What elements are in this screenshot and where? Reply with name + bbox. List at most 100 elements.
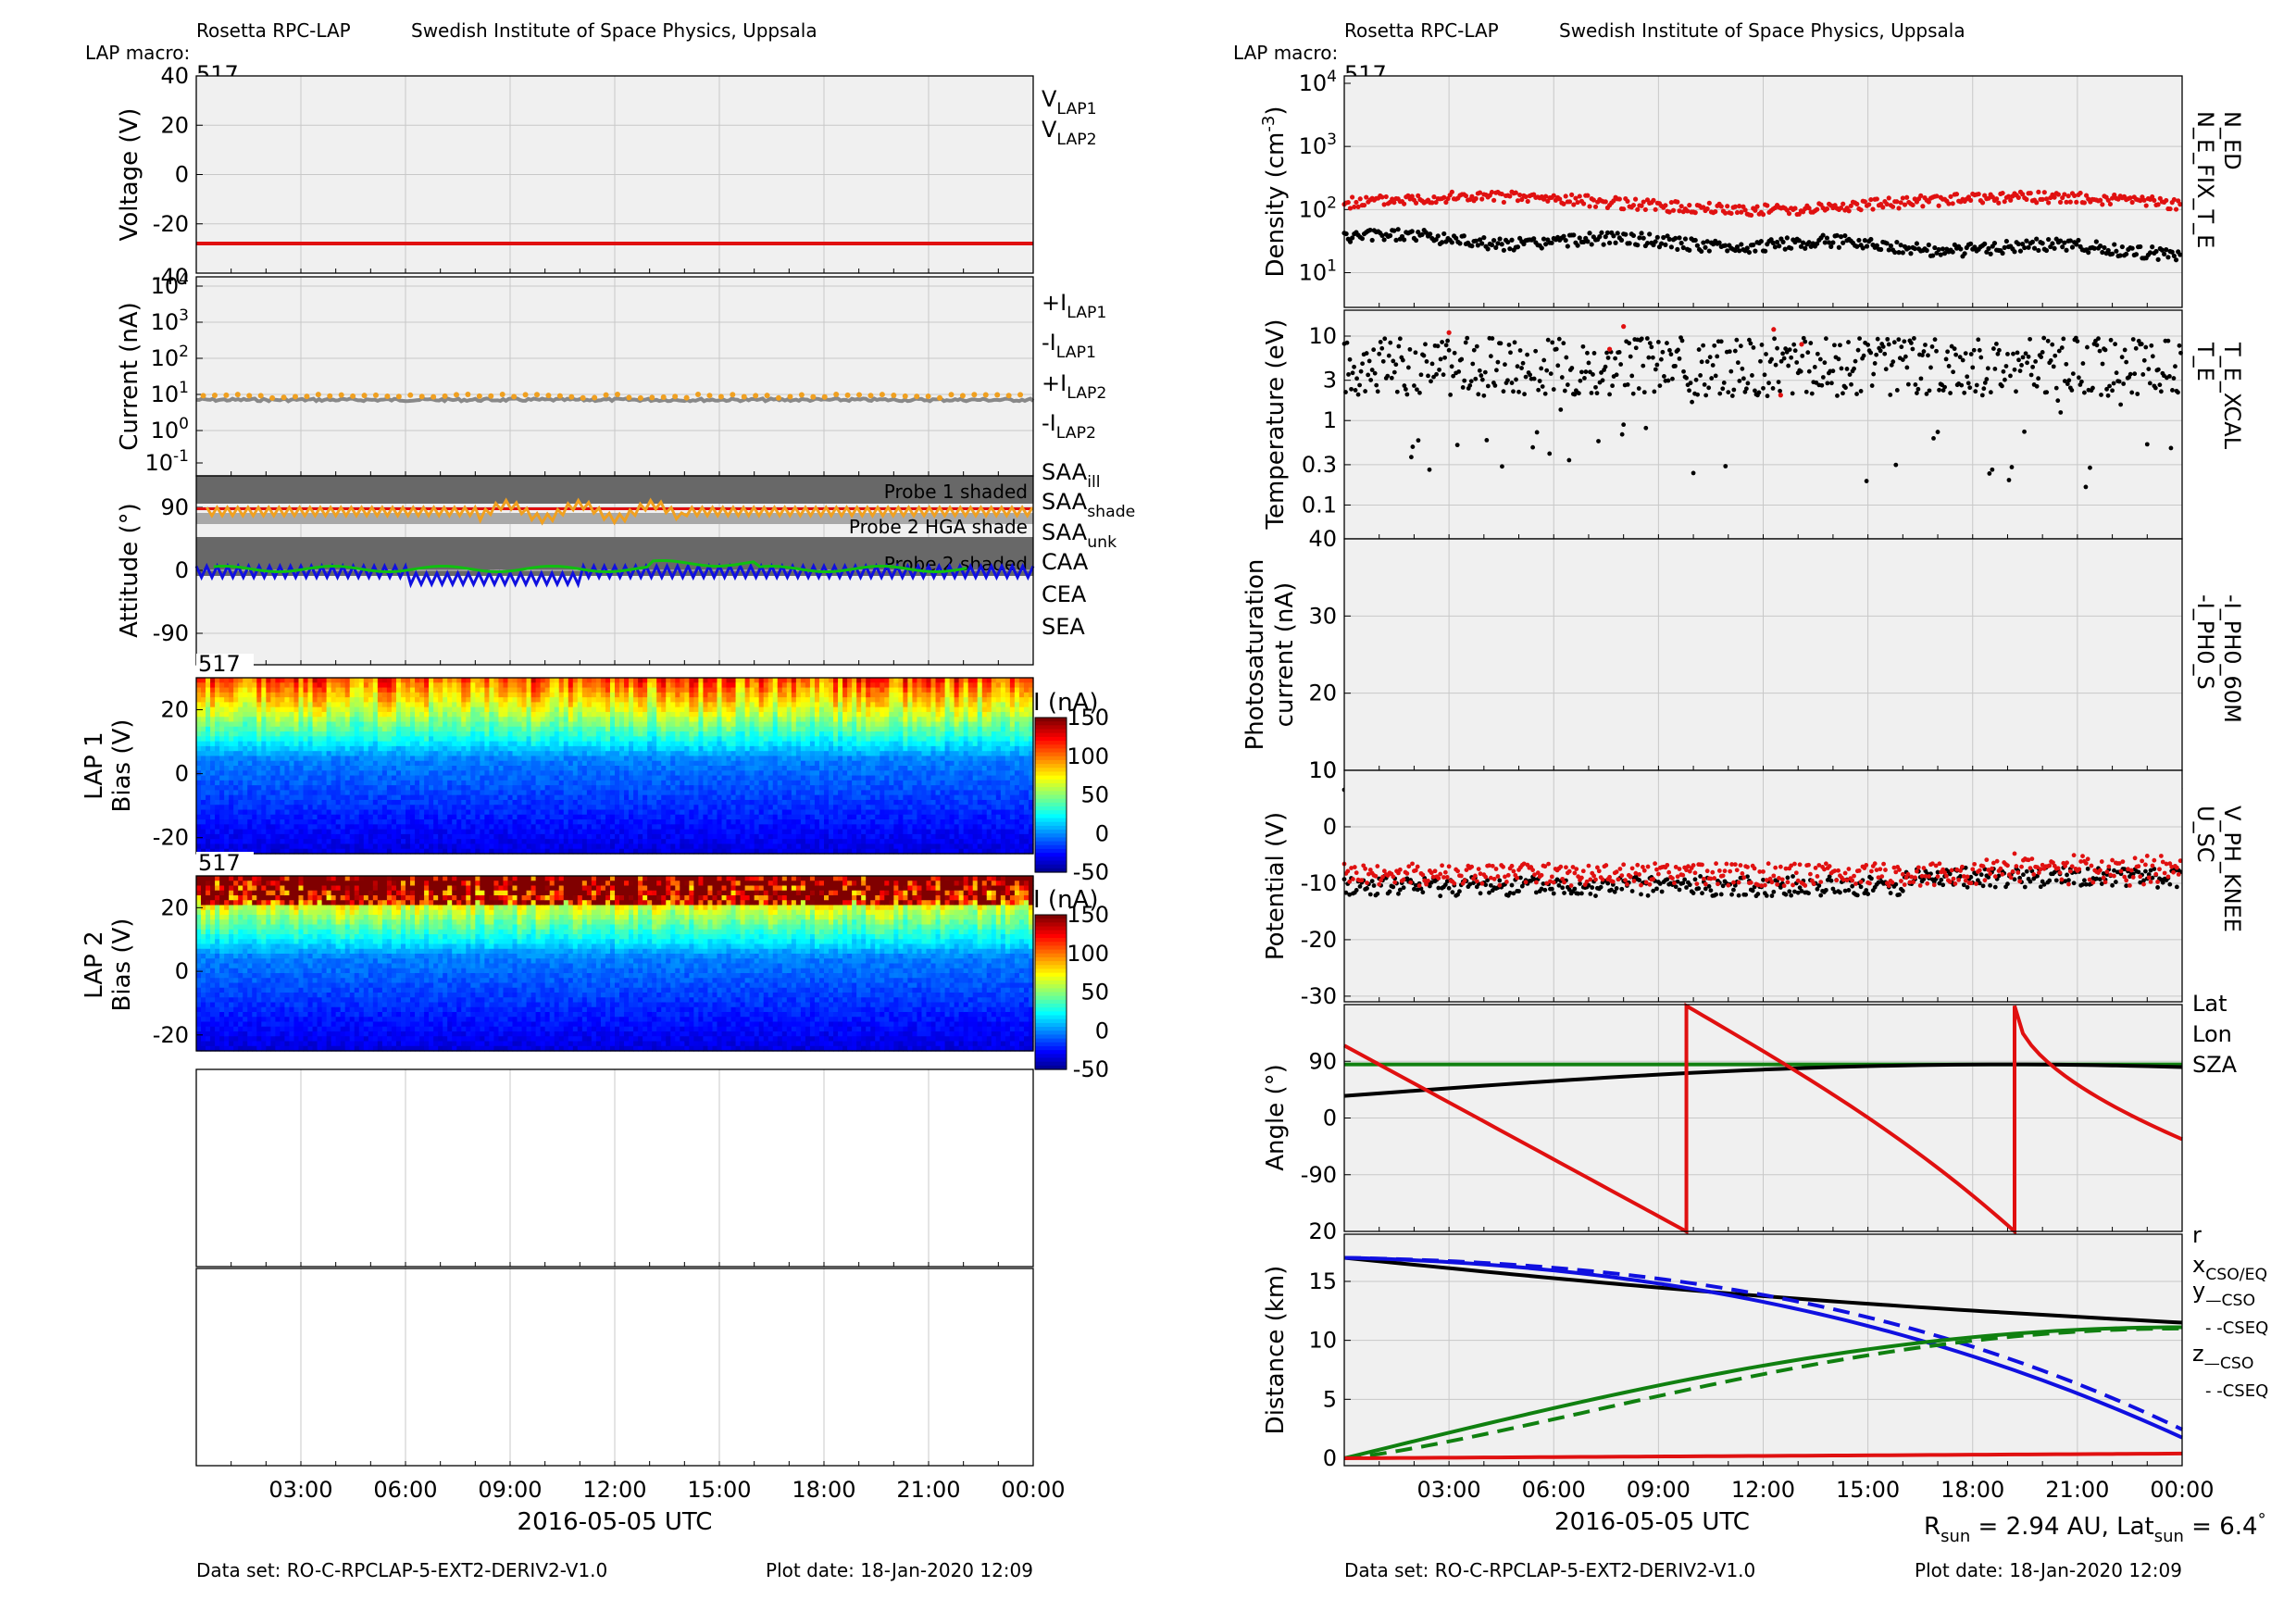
heatmap-cell	[243, 766, 248, 771]
heatmap-cell	[233, 726, 239, 732]
heatmap-cell	[633, 799, 639, 806]
heatmap-cell	[307, 751, 314, 757]
heatmap-cell	[480, 848, 485, 855]
heatmap-cell	[238, 785, 243, 791]
heatmap-cell	[303, 780, 309, 786]
heatmap-cell	[335, 745, 342, 752]
heatmap-cell	[429, 736, 434, 743]
heatmap-cell	[652, 775, 657, 781]
heatmap-cell	[238, 756, 243, 762]
heatmap-cell	[452, 687, 457, 693]
heatmap-cell	[429, 706, 434, 713]
heatmap-cell	[629, 843, 634, 850]
heatmap-cell	[201, 770, 206, 777]
heatmap-cell	[767, 790, 774, 796]
heatmap-cell	[340, 819, 346, 825]
heatmap-cell	[721, 790, 728, 796]
heatmap-cell	[805, 780, 811, 786]
y-tick-label: -40	[153, 264, 189, 290]
heatmap-cell	[521, 721, 528, 728]
heatmap-cell	[229, 843, 234, 850]
heatmap-cell	[661, 814, 667, 820]
heatmap-cell	[317, 780, 323, 786]
heatmap-cell	[372, 809, 379, 816]
heatmap-cell	[293, 711, 300, 718]
heatmap-cell	[554, 711, 560, 718]
heatmap-cell	[415, 780, 420, 786]
heatmap-cell	[321, 741, 328, 747]
heatmap-cell	[238, 790, 243, 796]
heatmap-cell	[740, 760, 746, 767]
heatmap-cell	[480, 770, 485, 777]
heatmap-cell	[443, 702, 448, 708]
heatmap-cell	[740, 780, 746, 786]
heatmap-cell	[563, 839, 569, 845]
heatmap-cell	[363, 687, 369, 693]
heatmap-cell	[629, 741, 634, 747]
heatmap-cell	[772, 687, 779, 693]
heatmap-cell	[424, 839, 430, 845]
heatmap-cell	[201, 706, 206, 713]
heatmap-cell	[447, 780, 453, 786]
heatmap-cell	[470, 717, 476, 723]
heatmap-cell	[666, 678, 671, 683]
heatmap-cell	[386, 814, 393, 820]
heatmap-cell	[419, 702, 425, 708]
heatmap-cell	[763, 721, 769, 728]
heatmap-cell	[581, 726, 588, 732]
heatmap-cell	[670, 702, 676, 708]
heatmap-cell	[493, 682, 500, 689]
heatmap-cell	[340, 833, 346, 840]
heatmap-cell	[749, 780, 755, 786]
heatmap-cell	[395, 697, 402, 703]
heatmap-cell	[452, 839, 457, 845]
heatmap-cell	[368, 692, 374, 698]
heatmap-cell	[243, 770, 248, 777]
heatmap-cell	[526, 770, 532, 777]
heatmap-cell	[526, 809, 532, 816]
heatmap-cell	[503, 770, 509, 777]
heatmap-cell	[363, 814, 369, 820]
heatmap-cell	[206, 766, 211, 771]
heatmap-cell	[698, 697, 705, 703]
heatmap-cell	[484, 721, 490, 728]
heatmap-cell	[275, 682, 281, 689]
heatmap-cell	[703, 775, 709, 781]
heatmap-cell	[372, 848, 379, 855]
heatmap-cell	[754, 799, 760, 806]
heatmap-cell	[461, 848, 467, 855]
heatmap-cell	[554, 721, 560, 728]
heatmap-cell	[331, 775, 337, 781]
heatmap-cell	[326, 848, 332, 855]
heatmap-cell	[605, 805, 611, 811]
heatmap-cell	[438, 736, 443, 743]
heatmap-cell	[406, 814, 411, 820]
heatmap-cell	[675, 809, 680, 816]
heatmap-cell	[433, 745, 439, 752]
heatmap-cell	[605, 736, 611, 743]
heatmap-cell	[549, 711, 555, 718]
heatmap-cell	[666, 824, 671, 831]
heatmap-cell	[615, 794, 620, 801]
heatmap-cell	[344, 687, 351, 693]
heatmap-cell	[591, 721, 597, 728]
data-point	[971, 392, 978, 398]
heatmap-cell	[638, 839, 643, 845]
heatmap-cell	[419, 706, 425, 713]
heatmap-cell	[652, 751, 657, 757]
heatmap-cell	[624, 833, 630, 840]
heatmap-cell	[744, 805, 751, 811]
heatmap-cell	[256, 741, 262, 747]
heatmap-cell	[219, 706, 225, 713]
heatmap-cell	[303, 814, 309, 820]
heatmap-cell	[530, 721, 537, 728]
heatmap-cell	[703, 678, 709, 683]
heatmap-cell	[391, 799, 397, 806]
heatmap-cell	[400, 692, 406, 698]
heatmap-cell	[558, 745, 565, 752]
heatmap-cell	[791, 785, 797, 791]
heatmap-cell	[629, 790, 634, 796]
heatmap-cell	[517, 756, 523, 762]
heatmap-cell	[754, 687, 760, 693]
heatmap-cell	[605, 726, 611, 732]
